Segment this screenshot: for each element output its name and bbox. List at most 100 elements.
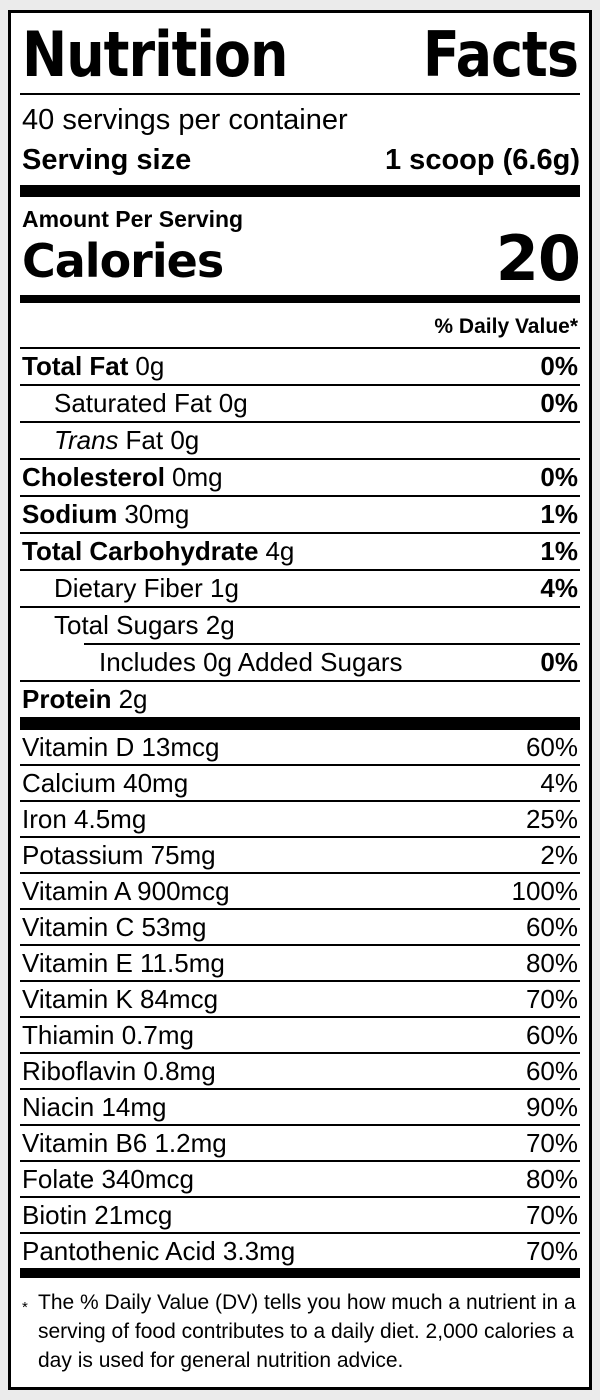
vitamin-dv: 70% (525, 983, 578, 1014)
vitamin-dv: 60% (525, 1055, 578, 1086)
nutrient-row-total-sugars: Total Sugars 2g (20, 606, 580, 643)
vitamin-name: Vitamin C 53mg (22, 911, 207, 942)
thick-divider-top (20, 185, 580, 198)
nutrient-amount: 0mg (172, 462, 223, 493)
nutrient-name: Includes 0g Added Sugars (99, 647, 403, 678)
vitamin-dv: 4% (540, 767, 578, 798)
nutrient-name: Dietary Fiber 1g (54, 573, 239, 604)
thick-divider-footnote (20, 1268, 580, 1279)
nutrient-row-added-sugars: Includes 0g Added Sugars 0% (84, 643, 580, 680)
nutrient-amount: 0g (135, 351, 165, 382)
nutrient-row-trans-fat: Trans Fat 0g (20, 421, 580, 458)
nutrient-row-total-carbohydrate: Total Carbohydrate 4g 1% (20, 532, 580, 569)
vitamin-name: Iron 4.5mg (22, 803, 147, 834)
nutrient-amount: 30mg (124, 499, 190, 530)
vitamin-name: Vitamin K 84mcg (22, 983, 219, 1014)
vitamin-name: Biotin 21mcg (22, 1199, 173, 1230)
vitamin-name: Pantothenic Acid 3.3mg (22, 1235, 296, 1266)
nutrient-amount: Includes 0g Added Sugars (99, 647, 403, 678)
vitamin-row-vitamin-e: Vitamin E 11.5mg 80% (20, 944, 580, 980)
vitamin-row-vitamin-b6: Vitamin B6 1.2mg 70% (20, 1124, 580, 1160)
vitamin-row-biotin: Biotin 21mcg 70% (20, 1196, 580, 1232)
calories-value: 20 (495, 222, 581, 296)
vitamin-name: Niacin 14mg (22, 1091, 167, 1122)
nutrient-amount: Fat 0g (125, 425, 200, 456)
footnote-asterisk: * (22, 1299, 28, 1317)
nutrition-facts-label: Nutrition Facts 40 servings per containe… (8, 10, 592, 1391)
nutrient-name: Total Sugars 2g (54, 610, 235, 641)
daily-value-header: % Daily Value* (434, 315, 578, 339)
nutrient-dv: 0% (540, 647, 578, 678)
nutrient-name-bold: Sodium (22, 499, 118, 530)
footnote-text: The % Daily Value (DV) tells you how muc… (38, 1291, 576, 1373)
vitamin-row-riboflavin: Riboflavin 0.8mg 60% (20, 1052, 580, 1088)
vitamin-row-niacin: Niacin 14mg 90% (20, 1088, 580, 1124)
nutrient-name-bold: Total Carbohydrate (22, 536, 259, 567)
vitamin-name: Riboflavin 0.8mg (22, 1055, 216, 1086)
title-word-facts: Facts (422, 17, 579, 91)
nutrient-name-italic: Trans (54, 425, 119, 456)
calories-left: Amount Per Serving Calories (22, 205, 243, 289)
nutrient-amount: 2g (118, 684, 148, 715)
nutrient-row-protein: Protein 2g (20, 680, 580, 717)
label-title: Nutrition Facts (20, 13, 580, 96)
servings-per-container: 40 servings per container (22, 104, 348, 137)
vitamin-row-pantothenic-acid: Pantothenic Acid 3.3mg 70% (20, 1232, 580, 1268)
vitamin-name: Vitamin E 11.5mg (22, 947, 225, 978)
vitamin-dv: 60% (525, 1019, 578, 1050)
vitamin-dv: 60% (525, 731, 578, 762)
nutrient-name-bold: Total Fat (22, 351, 129, 382)
nutrient-amount: Dietary Fiber 1g (54, 573, 239, 604)
vitamin-dv: 90% (525, 1091, 578, 1122)
nutrient-name-bold: Protein (22, 684, 112, 715)
nutrient-dv: 1% (540, 536, 578, 567)
vitamin-name: Folate 340mcg (22, 1163, 194, 1194)
vitamin-row-folate: Folate 340mcg 80% (20, 1160, 580, 1196)
vitamin-row-vitamin-d: Vitamin D 13mcg 60% (20, 730, 580, 764)
vitamin-dv: 25% (525, 803, 578, 834)
vitamin-row-iron: Iron 4.5mg 25% (20, 800, 580, 836)
serving-size-value: 1 scoop (6.6g) (385, 144, 580, 177)
nutrient-row-dietary-fiber: Dietary Fiber 1g 4% (20, 569, 580, 606)
vitamin-dv: 70% (525, 1199, 578, 1230)
vitamin-row-vitamin-a: Vitamin A 900mcg 100% (20, 872, 580, 908)
vitamin-name: Thiamin 0.7mg (22, 1019, 194, 1050)
nutrient-name: Cholesterol 0mg (22, 462, 223, 493)
serving-size-label: Serving size (22, 144, 192, 177)
vitamin-dv: 70% (525, 1127, 578, 1158)
vitamin-dv: 2% (540, 839, 578, 870)
vitamin-name: Calcium 40mg (22, 767, 189, 798)
nutrient-amount: Saturated Fat 0g (54, 388, 248, 419)
thick-divider-calories (20, 295, 580, 304)
nutrient-name: Sodium 30mg (22, 499, 189, 530)
nutrient-dv: 1% (540, 499, 578, 530)
vitamin-dv: 100% (511, 875, 579, 906)
vitamin-name: Potassium 75mg (22, 839, 216, 870)
nutrient-dv: 0% (540, 388, 578, 419)
nutrient-name: Protein 2g (22, 684, 148, 715)
thick-divider-vitamins (20, 717, 580, 731)
vitamin-row-vitamin-c: Vitamin C 53mg 60% (20, 908, 580, 944)
vitamin-row-potassium: Potassium 75mg 2% (20, 836, 580, 872)
footnote: * The % Daily Value (DV) tells you how m… (20, 1278, 580, 1379)
vitamin-name: Vitamin B6 1.2mg (22, 1127, 227, 1158)
vitamin-dv: 80% (525, 947, 578, 978)
nutrient-name: Total Carbohydrate 4g (22, 536, 294, 567)
serving-size-row: Serving size 1 scoop (6.6g) (20, 139, 580, 185)
nutrient-dv: 0% (540, 462, 578, 493)
amount-per-serving-label: Amount Per Serving (22, 206, 244, 233)
calories-block: Amount Per Serving Calories 20 (20, 197, 581, 296)
nutrient-amount: Total Sugars 2g (54, 610, 235, 641)
calories-label: Calories (22, 234, 224, 289)
vitamin-dv: 80% (525, 1163, 578, 1194)
vitamin-name: Vitamin D 13mcg (22, 731, 220, 762)
nutrient-dv: 4% (540, 573, 578, 604)
nutrient-amount: 4g (265, 536, 295, 567)
vitamin-row-calcium: Calcium 40mg 4% (20, 764, 580, 800)
nutrient-name: Trans Fat 0g (54, 425, 199, 456)
vitamin-dv: 60% (525, 911, 578, 942)
vitamin-name: Vitamin A 900mcg (22, 875, 230, 906)
nutrient-row-total-fat: Total Fat 0g 0% (20, 347, 580, 384)
vitamin-row-vitamin-k: Vitamin K 84mcg 70% (20, 980, 580, 1016)
